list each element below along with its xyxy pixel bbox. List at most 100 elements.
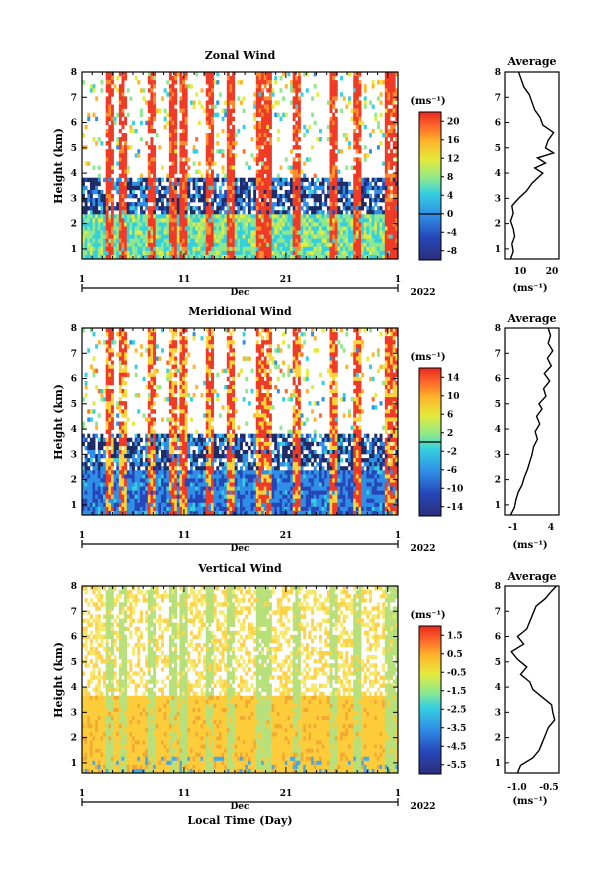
heatmap-cell <box>200 104 204 109</box>
heatmap-cell <box>329 124 333 130</box>
heatmap-cell <box>271 218 275 223</box>
heatmap-cell <box>313 238 317 244</box>
heatmap-cell <box>174 149 178 154</box>
heatmap-cell <box>213 470 217 475</box>
heatmap-cell <box>313 222 317 227</box>
heatmap-cell <box>226 88 230 93</box>
heatmap-cell <box>342 226 346 231</box>
heatmap-cell <box>258 246 262 252</box>
heatmap-cell <box>390 173 394 178</box>
heatmap-cell <box>126 234 130 239</box>
heatmap-cell <box>118 405 122 410</box>
heatmap-cell <box>237 238 241 244</box>
heatmap-cell <box>174 413 178 418</box>
heatmap-cell <box>208 332 212 337</box>
heatmap-cell <box>176 214 180 219</box>
heatmap-cell <box>163 185 167 191</box>
heatmap-cell <box>174 510 178 516</box>
heatmap-cell <box>168 189 172 195</box>
heatmap-cell <box>171 76 175 81</box>
heatmap-cell <box>200 173 204 178</box>
heatmap-cell <box>153 409 157 414</box>
heatmap-cell <box>108 246 112 252</box>
heatmap-cell <box>395 157 399 162</box>
heatmap-cell <box>179 417 183 422</box>
heatmap-cell <box>108 466 112 471</box>
heatmap-cell <box>208 498 212 504</box>
heatmap-cell <box>171 193 175 199</box>
heatmap-cell <box>139 445 143 451</box>
heatmap-cell <box>92 502 96 508</box>
heatmap-cell <box>184 218 188 223</box>
heatmap-cell <box>329 242 333 248</box>
heatmap-cell <box>121 449 125 455</box>
heatmap-cell <box>374 193 378 199</box>
heatmap-cell <box>184 413 188 418</box>
heatmap-cell <box>116 226 120 231</box>
heatmap-cell <box>392 226 396 231</box>
heatmap-cell <box>168 372 172 378</box>
heatmap-cell <box>110 124 114 130</box>
heatmap-cell <box>297 230 301 235</box>
heatmap-cell <box>205 360 209 365</box>
heatmap-cell <box>224 214 228 219</box>
heatmap-cell <box>371 198 375 203</box>
heatmap-cell <box>261 76 264 81</box>
heatmap-cell <box>316 238 320 244</box>
heatmap-cell <box>129 181 133 187</box>
heatmap-cell <box>155 474 159 479</box>
heatmap-cell <box>195 177 199 183</box>
heatmap-cell <box>166 210 170 215</box>
heatmap-cell <box>295 214 299 219</box>
heatmap-cell <box>100 397 104 402</box>
heatmap-cell <box>153 250 157 256</box>
heatmap-cell <box>340 242 343 248</box>
heatmap-cell <box>195 234 199 239</box>
heatmap-cell <box>211 454 214 459</box>
heatmap-cell <box>113 498 117 504</box>
heatmap-cell <box>168 181 172 187</box>
heatmap-cell <box>189 177 193 183</box>
heatmap-cell <box>150 165 154 170</box>
heatmap-cell <box>242 189 246 195</box>
heatmap-cell <box>153 84 157 89</box>
heatmap-cell <box>84 470 88 475</box>
heatmap-cell <box>176 470 180 475</box>
heatmap-cell <box>234 214 238 219</box>
heatmap-cell <box>332 137 336 142</box>
heatmap-cell <box>118 185 122 191</box>
heatmap-cell <box>216 510 220 516</box>
heatmap-cell <box>158 458 162 463</box>
heatmap-cell <box>276 226 280 231</box>
heatmap-cell <box>305 242 309 248</box>
heatmap-cell <box>334 84 338 89</box>
heatmap-cell <box>171 490 175 495</box>
heatmap-cell <box>326 226 330 231</box>
heatmap-cell <box>208 388 212 394</box>
heatmap-cell <box>142 198 146 203</box>
heatmap-cell <box>95 502 99 508</box>
heatmap-cell <box>197 250 201 256</box>
heatmap-cell <box>153 145 157 150</box>
heatmap-cell <box>203 458 207 463</box>
heatmap-cell <box>84 393 88 398</box>
heatmap-cell <box>126 169 130 174</box>
heatmap-cell <box>253 242 257 248</box>
heatmap-cell <box>290 185 293 191</box>
heatmap-cell <box>195 230 199 235</box>
heatmap-cell <box>229 88 233 93</box>
heatmap-cell <box>334 132 338 138</box>
heatmap-cell <box>163 462 167 467</box>
heatmap-cell <box>387 214 391 219</box>
heatmap-cell <box>174 494 178 500</box>
heatmap-cell <box>382 214 386 219</box>
heatmap-cell <box>232 242 236 248</box>
heatmap-cell <box>276 242 280 248</box>
heatmap-cell <box>216 470 220 475</box>
heatmap-cell <box>384 177 388 183</box>
heatmap-cell <box>395 254 399 260</box>
heatmap-cell <box>261 165 264 170</box>
heatmap-cell <box>363 193 367 199</box>
heatmap-cell <box>384 104 388 109</box>
